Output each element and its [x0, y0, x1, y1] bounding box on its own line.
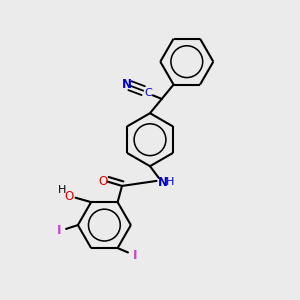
Text: O: O: [98, 175, 107, 188]
Text: O: O: [64, 190, 74, 203]
Text: C: C: [145, 88, 152, 98]
Text: N: N: [158, 176, 168, 189]
Text: I: I: [133, 249, 137, 262]
Text: H: H: [166, 177, 174, 188]
Text: N: N: [122, 78, 131, 91]
Text: I: I: [56, 224, 61, 237]
Text: H: H: [58, 185, 66, 195]
